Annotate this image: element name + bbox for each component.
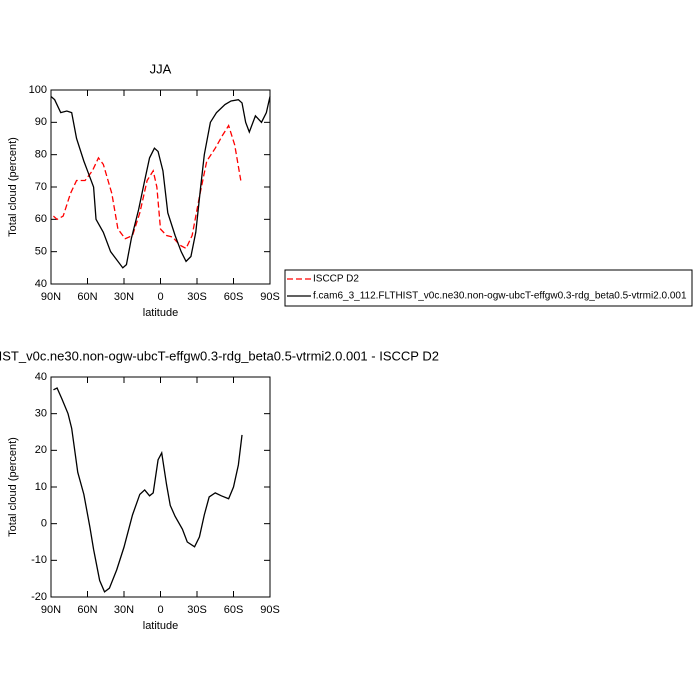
y-tick-label: 60 <box>35 213 47 225</box>
plot-frame <box>50 376 271 598</box>
x-tick-label: 90S <box>260 604 280 616</box>
y-axis-label: Total cloud (percent) <box>7 137 19 237</box>
legend-label: f.cam6_3_112.FLTHIST_v0c.ne30.non-ogw-ub… <box>313 291 687 302</box>
data-line <box>53 387 243 593</box>
x-tick-label: 90N <box>41 604 61 616</box>
y-tick-label: 50 <box>35 246 47 258</box>
x-tick-label: 60N <box>77 291 97 303</box>
x-tick-label: 90S <box>260 291 280 303</box>
x-tick-label: 0 <box>157 291 163 303</box>
x-axis-label: latitude <box>143 307 178 319</box>
plot-frame <box>50 89 271 285</box>
x-tick-label: 30N <box>114 604 134 616</box>
x-tick-label: 60S <box>224 604 244 616</box>
y-tick-label: 0 <box>41 518 47 530</box>
chart-title: f.cam6_3_112.FLTHIST_v0c.ne30.non-ogw-ub… <box>0 348 439 363</box>
y-tick-label: 40 <box>35 278 47 290</box>
x-tick-label: 60S <box>224 291 244 303</box>
y-tick-label: 30 <box>35 408 47 420</box>
x-tick-label: 30N <box>114 291 134 303</box>
x-tick-label: 30S <box>187 604 207 616</box>
y-tick-label: 100 <box>29 84 47 96</box>
legend-box <box>284 269 693 307</box>
x-tick-label: 0 <box>157 604 163 616</box>
y-tick-label: 40 <box>35 371 47 383</box>
chart-title: JJA <box>150 61 172 76</box>
legend-label: ISCCP D2 <box>313 274 359 285</box>
y-tick-label: -10 <box>31 554 47 566</box>
y-tick-label: 90 <box>35 116 47 128</box>
data-line <box>50 95 271 269</box>
y-tick-label: 20 <box>35 444 47 456</box>
y-tick-label: -20 <box>31 591 47 603</box>
x-tick-label: 60N <box>77 604 97 616</box>
x-tick-label: 90N <box>41 291 61 303</box>
y-tick-label: 10 <box>35 481 47 493</box>
x-axis-label: latitude <box>143 620 178 632</box>
y-axis-label: Total cloud (percent) <box>7 437 19 537</box>
y-tick-label: 80 <box>35 149 47 161</box>
data-line <box>53 124 242 250</box>
y-tick-label: 70 <box>35 181 47 193</box>
x-tick-label: 30S <box>187 291 207 303</box>
